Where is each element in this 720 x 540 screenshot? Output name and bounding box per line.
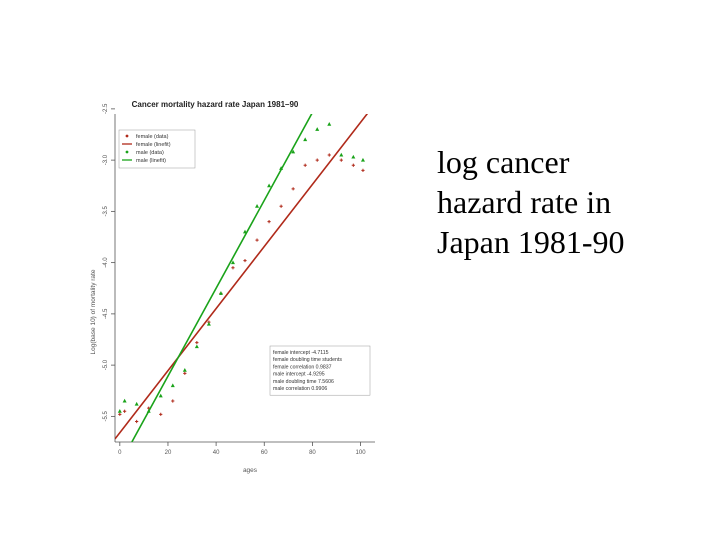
y-tick-label: -3.0 — [103, 154, 109, 165]
male-data-point — [360, 157, 365, 162]
legend-swatch-point — [125, 150, 129, 154]
male-data-point — [218, 291, 223, 295]
axes: 0 20 40 60 80 100 -5.5 -5.0 -4.5 -4.0 -3.5 -3.0 -2.5 — [103, 103, 375, 456]
male-data-point — [182, 368, 187, 372]
caption-line-3: Japan 1981-90 — [437, 224, 625, 260]
female-data-point — [195, 340, 199, 345]
male-data-point — [206, 321, 211, 326]
female-data-point — [361, 168, 365, 172]
legend-entry: female (linefit) — [136, 142, 171, 148]
female-data-point — [279, 204, 283, 208]
stats-line: male doubling time 7.5606 — [273, 379, 334, 385]
x-tick-label: 20 — [165, 450, 172, 456]
stats-frame — [269, 345, 371, 396]
legend-entry: female (data) — [136, 134, 169, 140]
legend-frame — [118, 129, 196, 169]
caption-line-1: log cancer — [437, 144, 570, 180]
male-data-point — [291, 149, 296, 154]
y-tick-label: -3.5 — [103, 206, 109, 217]
male-data-point — [327, 122, 332, 126]
y-axis-label: Log(base 10) of mortality rate — [90, 269, 97, 354]
male-data-point — [230, 260, 235, 265]
male-data-point — [170, 383, 175, 388]
female-data-point — [291, 187, 295, 191]
legend-entry: male (linefit) — [136, 158, 166, 164]
female-data-point — [327, 153, 331, 157]
stats-line: female correlation 0.9837 — [273, 364, 332, 370]
slide-caption: log cancer hazard rate in Japan 1981-90 — [437, 142, 707, 262]
female-data-point — [231, 266, 235, 270]
female-data-point — [123, 409, 127, 413]
stats-line: male intercept -4.9295 — [273, 372, 325, 378]
x-tick-label: 100 — [356, 450, 367, 456]
male-data-point — [315, 127, 320, 131]
x-tick-label: 0 — [118, 450, 122, 456]
stats-line: female doubling time students — [273, 357, 342, 363]
legend-swatch-point — [125, 134, 129, 138]
female-data-point — [243, 258, 247, 263]
x-axis-label: ages — [243, 467, 258, 474]
stats-line: female intercept -4.7115 — [273, 350, 329, 356]
female-data-point — [351, 163, 355, 167]
female-data-point — [183, 371, 187, 375]
caption-line-2: hazard rate in — [437, 184, 612, 220]
y-tick-label: -4.5 — [103, 308, 109, 319]
chart-title: Cancer mortality hazard rate Japan 1981–… — [132, 100, 299, 109]
female-data-point — [255, 238, 259, 242]
male-data-point — [255, 204, 260, 208]
female-data-point — [171, 399, 175, 403]
female-data-point — [118, 412, 122, 416]
male-data-point — [117, 409, 122, 413]
female-data-point — [303, 163, 307, 167]
hazard-rate-chart: Cancer mortality hazard rate Japan 1981–… — [90, 100, 375, 474]
chart-figure: Cancer mortality hazard rate Japan 1981–… — [85, 92, 385, 482]
x-tick-label: 40 — [213, 450, 220, 456]
y-tick-label: -5.0 — [103, 359, 109, 370]
series-layer — [115, 114, 369, 442]
male-data-point — [339, 152, 344, 157]
male-data-point — [267, 183, 272, 188]
female-data-point — [315, 158, 319, 162]
x-tick-label: 60 — [261, 450, 268, 456]
male-data-point — [158, 393, 163, 398]
stats-line: male correlation 0.9906 — [273, 386, 327, 392]
legend: female (data) female (linefit) male (data)… — [118, 129, 196, 169]
male-data-point — [351, 154, 356, 159]
legend-entry: male (data) — [136, 150, 164, 156]
male-data-point — [122, 398, 127, 403]
y-tick-label: -4.0 — [103, 257, 109, 268]
y-tick-label: -5.5 — [103, 411, 109, 422]
x-tick-label: 80 — [309, 450, 316, 456]
female-data-point — [339, 158, 343, 162]
y-tick-label: -2.5 — [103, 103, 109, 114]
female-data-point — [267, 220, 271, 224]
male-data-point — [194, 344, 199, 349]
male-data-point — [303, 137, 308, 142]
male-data-point — [134, 401, 139, 406]
female-data-point — [159, 412, 163, 416]
female-fit-line — [115, 114, 369, 440]
female-data-point — [135, 419, 139, 424]
male-fit-line — [131, 114, 313, 442]
